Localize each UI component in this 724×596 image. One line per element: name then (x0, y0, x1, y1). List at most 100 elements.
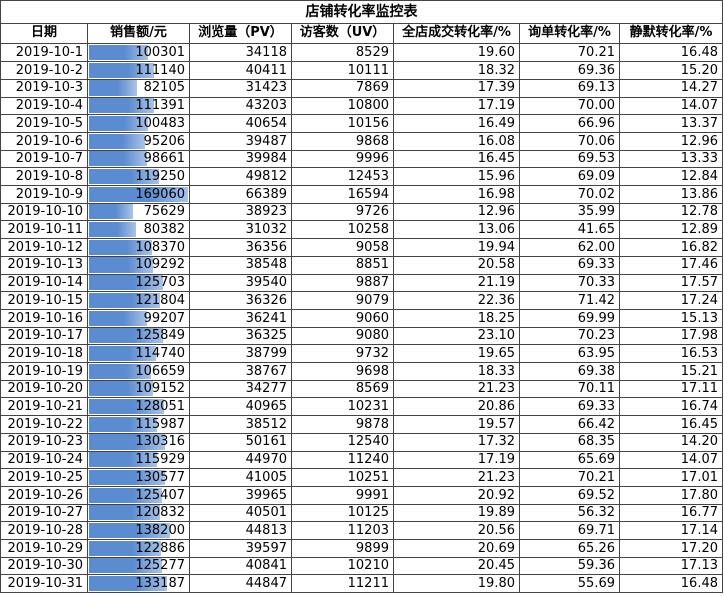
data-bar (89, 310, 148, 326)
cell: 7869 (292, 79, 394, 98)
cell: 16.48 (620, 44, 723, 63)
cell: 70.23 (520, 327, 620, 346)
cell-text: 12.78 (680, 204, 718, 220)
cell-text: 114740 (135, 345, 185, 361)
cell-text: 66389 (245, 186, 287, 202)
cell-text: 44970 (245, 452, 287, 468)
cell-text: 16.45 (680, 416, 718, 432)
cell: 16.53 (620, 344, 723, 364)
cell: 38799 (190, 344, 292, 364)
cell: 18.32 (394, 61, 520, 80)
cell-text: 2019-10-1 (15, 45, 83, 60)
cell: 10210 (292, 557, 394, 576)
cell-text: 2019-10-14 (7, 275, 83, 291)
cell-text: 69.99 (577, 310, 615, 326)
cell: 56.32 (520, 504, 620, 523)
cell: 169060 (88, 185, 190, 204)
cell: 68.35 (520, 433, 620, 452)
cell: 69.99 (520, 309, 620, 328)
cell-text: 69.53 (577, 151, 615, 167)
cell: 133187 (88, 575, 190, 594)
cell-text: 38767 (245, 363, 287, 379)
cell: 69.53 (520, 150, 620, 169)
cell-text: 75629 (143, 204, 185, 220)
cell-text: 16594 (347, 186, 389, 202)
cell: 138200 (88, 521, 190, 541)
cell-text: 133187 (135, 576, 185, 591)
cell-text: 40841 (245, 558, 287, 574)
cell: 17.01 (620, 468, 723, 487)
cell-text: 82105 (143, 80, 185, 96)
cell-text: 22.36 (477, 292, 515, 308)
data-bar (89, 363, 152, 379)
cell-text: 34277 (245, 381, 287, 397)
cell: 17.24 (620, 291, 723, 310)
cell: 10125 (292, 504, 394, 523)
cell: 12.84 (620, 167, 723, 187)
cell-text: 13.37 (680, 115, 718, 131)
cell: 50161 (190, 433, 292, 452)
cell-text: 14.07 (680, 98, 718, 114)
cell: 128051 (88, 398, 190, 417)
cell: 19.89 (394, 504, 520, 523)
cell-text: 8529 (355, 45, 389, 60)
cell-text: 15.13 (680, 310, 718, 326)
cell-text: 17.80 (680, 487, 718, 503)
cell: 69.36 (520, 61, 620, 80)
cell-text: 38799 (245, 345, 287, 361)
cell-text: 17.24 (680, 292, 718, 308)
cell: 8529 (292, 44, 394, 63)
cell: 2019-10-24 (0, 451, 88, 470)
cell: 20.58 (394, 256, 520, 275)
cell-text: 20.45 (477, 558, 515, 574)
cell-text: 106659 (135, 363, 185, 379)
cell-text: 66.96 (577, 115, 615, 131)
cell: 9899 (292, 539, 394, 558)
cell: 9060 (292, 309, 394, 328)
cell-text: 69.33 (577, 257, 615, 273)
cell-text: 62.00 (577, 239, 615, 255)
cell: 65.69 (520, 451, 620, 470)
cell-text: 70.33 (577, 275, 615, 291)
cell: 2019-10-16 (0, 309, 88, 328)
cell-text: 10800 (347, 98, 389, 114)
cell-text: 9732 (355, 345, 389, 361)
cell-text: 31032 (245, 222, 287, 237)
cell: 40965 (190, 398, 292, 417)
cell-text: 2019-10-16 (7, 310, 83, 326)
cell-text: 16.08 (477, 133, 515, 149)
cell: 12.96 (394, 203, 520, 222)
cell-text: 44847 (245, 576, 287, 591)
cell-text: 8569 (355, 381, 389, 397)
cell: 2019-10-17 (0, 327, 88, 346)
data-bar (89, 204, 134, 220)
cell-text: 15.96 (477, 168, 515, 184)
cell-text: 9899 (355, 540, 389, 556)
cell-text: 38512 (245, 416, 287, 432)
cell-text: 16.77 (680, 505, 718, 521)
cell-text: 2019-10-5 (15, 115, 83, 131)
cell: 18.33 (394, 362, 520, 381)
cell: 9080 (292, 327, 394, 346)
cell-text: 19.65 (477, 345, 515, 361)
cell: 17.14 (620, 521, 723, 541)
cell-text: 70.06 (577, 133, 615, 149)
cell-text: 59.36 (577, 558, 615, 574)
cell: 20.86 (394, 398, 520, 417)
cell: 2019-10-18 (0, 344, 88, 364)
cell-text: 13.06 (477, 222, 515, 237)
cell: 44847 (190, 575, 292, 594)
data-bar (89, 505, 160, 521)
cell: 22.36 (394, 291, 520, 310)
cell-text: 19.60 (477, 45, 515, 60)
cell-text: 20.86 (477, 399, 515, 414)
cell: 12453 (292, 167, 394, 187)
cell-text: 69.09 (577, 168, 615, 184)
cell-text: 39984 (245, 151, 287, 167)
cell-text: 16.45 (477, 151, 515, 167)
cell: 130577 (88, 468, 190, 487)
cell: 19.57 (394, 415, 520, 434)
cell-text: 17.01 (680, 469, 718, 485)
cell-text: 14.27 (680, 80, 718, 96)
cell: 75629 (88, 203, 190, 222)
